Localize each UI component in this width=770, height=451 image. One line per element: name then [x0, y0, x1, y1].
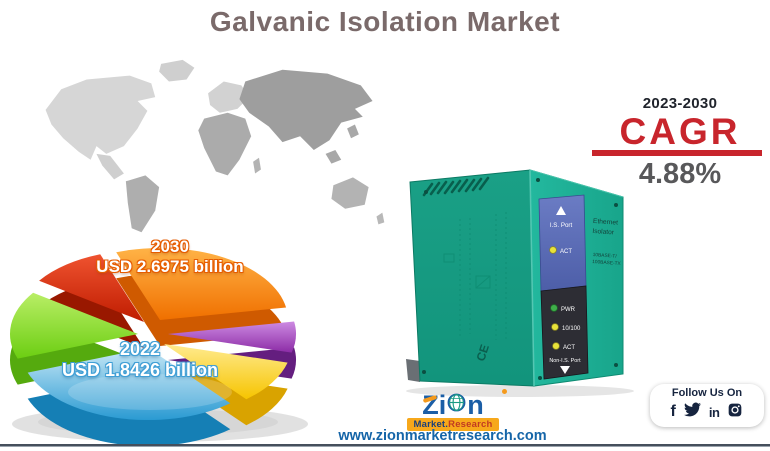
pwr-led [550, 304, 558, 312]
logo-trademark-dot [502, 389, 507, 394]
cagr-period: 2023-2030 [642, 95, 718, 112]
device-side-line2: Isolator [592, 228, 615, 237]
pie-annotation-2022-value: USD 1.8426 billion [61, 359, 219, 380]
map-madagascar [253, 157, 261, 174]
map-europe [208, 81, 250, 113]
map-greenland [159, 59, 195, 82]
page-title: Galvanic Isolation Market [209, 6, 561, 37]
pie-annotation-2030-year: 2030 [151, 237, 189, 256]
cagr-block: 2023-2030 CAGR 4.88% [592, 95, 768, 191]
map-central-america [96, 153, 124, 180]
device-vents [422, 176, 490, 197]
pie-slice-green [9, 292, 139, 359]
social-icons-row: f in [650, 401, 764, 423]
map-australia [331, 177, 369, 209]
facebook-icon[interactable]: f [670, 403, 676, 420]
device-shadow [406, 385, 634, 397]
social-pill: Follow Us On f in [650, 384, 764, 427]
map-africa [198, 112, 252, 176]
device-non-is-port-label: Non-I.S. Port [549, 358, 581, 364]
pie-chart-3d [9, 247, 308, 447]
pie-slice-yellow [164, 344, 288, 400]
map-new-zealand [376, 212, 385, 225]
device-is-act-label: ACT [560, 249, 572, 255]
device-side-line1: Ethernet [593, 218, 619, 227]
device-illustration: CE I.S. Port ACT PWR 10/100 ACT Non-I.S.… [406, 169, 634, 397]
device-screws [422, 178, 618, 380]
bottom-divider-shadow [0, 446, 770, 447]
device-left-face [409, 169, 535, 387]
pie-annotation-2022-year: 2022 [119, 339, 161, 359]
map-north-america [45, 75, 156, 160]
follow-us-label: Follow Us On [671, 387, 743, 399]
pie-slice-orange [116, 247, 287, 320]
logo-letter-z: Z [422, 390, 439, 421]
device-is-port-label: I.S. Port [550, 222, 573, 229]
act2-led [552, 342, 560, 350]
logo-research-text: Research [448, 419, 493, 430]
device-schematic [443, 212, 507, 342]
speed-led [551, 323, 559, 331]
down-arrow-icon [560, 366, 570, 374]
instagram-icon[interactable] [727, 402, 743, 423]
pie-slice-red [39, 254, 144, 322]
logo-letter-n: n [467, 390, 484, 421]
cagr-label: CAGR [619, 111, 741, 152]
map-se-asia [325, 149, 342, 164]
cagr-underline [592, 150, 762, 156]
device-side-line4: 100BASE-TX [592, 259, 622, 267]
pie-gloss [68, 374, 232, 410]
pie-annotation-2030-value: USD 2.6975 billion [96, 256, 244, 276]
device-panel-black [540, 285, 589, 380]
logo-banner: Market.Research [407, 418, 499, 431]
act-led [549, 246, 557, 254]
map-south-america [125, 175, 160, 233]
zion-logo-word: Z i n [393, 389, 513, 421]
device-din-clip [406, 359, 420, 382]
device-ridge-highlight [529, 169, 535, 387]
device-speed-label: 10/100 [562, 326, 581, 332]
bottom-divider [0, 444, 770, 446]
device-side-line3: 10BASE-T/ [592, 252, 617, 260]
zion-logo[interactable]: Z i n Market.Research [393, 389, 513, 431]
pie-slice-purple [168, 321, 297, 353]
logo-market-text: Market. [413, 419, 449, 430]
up-arrow-icon [556, 206, 566, 215]
website-url[interactable]: www.zionmarketresearch.com [338, 428, 547, 444]
twitter-icon[interactable] [683, 401, 701, 423]
pie-annotation-2022: 2022 USD 1.8426 billion [30, 339, 250, 380]
map-japan [347, 124, 359, 139]
linkedin-icon[interactable]: in [708, 404, 720, 420]
device-pwr-label: PWR [561, 307, 576, 313]
device-top-edge [529, 169, 624, 198]
world-map [45, 59, 385, 233]
globe-icon [447, 393, 466, 417]
map-asia [239, 69, 373, 150]
device-act-label: ACT [563, 345, 575, 351]
pie-slice-blue [27, 348, 231, 421]
cagr-value: 4.88% [638, 158, 722, 190]
pie-annotation-2030: 2030 USD 2.6975 billion [60, 237, 280, 276]
device-ce-mark: CE [474, 343, 492, 363]
logo-letter-i: i [438, 390, 447, 421]
